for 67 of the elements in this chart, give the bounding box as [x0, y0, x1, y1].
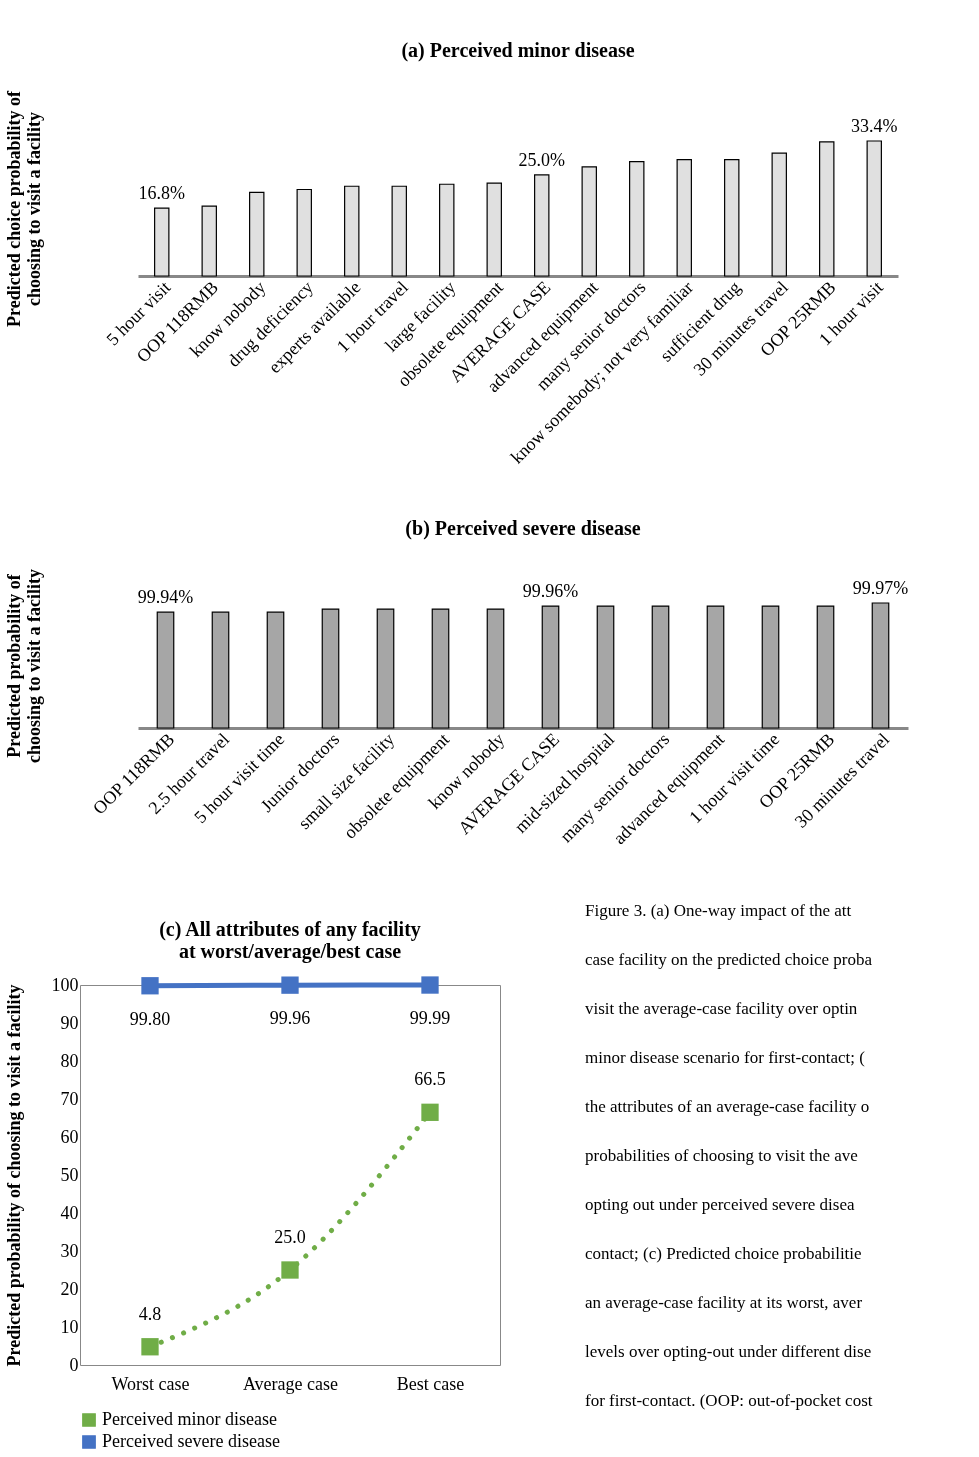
data-label: 99.96	[269, 1008, 311, 1029]
text: the attributes of an average-case facility o	[585, 1096, 871, 1118]
text: an average-case facility at its worst, aver	[585, 1292, 864, 1314]
data-label: 25.0%	[518, 149, 565, 170]
chart-title: (c) All attributes of any facility at worst/average/best case	[159, 918, 421, 963]
y-tick-label: 30	[60, 1240, 79, 1261]
data-label: 16.8%	[138, 183, 185, 204]
point	[421, 976, 439, 994]
y-tick-label: 10	[60, 1316, 79, 1337]
y-tick-label: 20	[60, 1278, 79, 1299]
text: opting out under perceived severe disea	[585, 1194, 856, 1216]
x-tick-label: Best case	[396, 1373, 465, 1394]
bar	[819, 141, 835, 277]
point	[281, 976, 299, 994]
bar	[724, 158, 740, 277]
legend-label: Perceived minor disease	[102, 1409, 277, 1429]
bar	[391, 185, 407, 277]
text: case facility on the predicted choice proba	[585, 949, 873, 971]
y-tick-label: 70	[60, 1088, 79, 1109]
y-tick-label: 0	[69, 1354, 79, 1375]
y-axis-title: Predicted choice probability of choosing to visit a facility	[3, 90, 44, 327]
data-label: 4.8	[138, 1303, 162, 1324]
data-label: 66.5	[414, 1069, 446, 1090]
point	[141, 1338, 159, 1356]
text: probabilities of choosing to visit the ave	[585, 1145, 859, 1167]
text: levels over opting-out under different dise	[585, 1341, 873, 1363]
y-axis-title: Predicted probability of choosing to visit a facility	[3, 984, 24, 1367]
chart-title: (a) Perceived minor disease	[401, 38, 635, 62]
data-label: 25.0	[274, 1227, 306, 1247]
caption: Figure 3. (a) One-way impact of the att	[585, 900, 853, 922]
y-axis-title: Predicted probability of choosing to visit a facility	[3, 569, 44, 763]
y-tick-label: 100	[51, 974, 79, 995]
point	[141, 977, 159, 995]
data-label: 99.94%	[137, 587, 194, 608]
bar	[154, 207, 170, 277]
bar	[629, 161, 645, 277]
point	[421, 1103, 439, 1121]
bar	[486, 182, 502, 277]
bar	[771, 152, 787, 277]
legend-label: Perceived severe disease	[102, 1431, 280, 1451]
y-tick-label: 40	[60, 1202, 79, 1223]
bar	[439, 183, 455, 277]
bar	[296, 188, 312, 277]
y-tick-label: 90	[60, 1012, 79, 1033]
text: for first-contact. (OOP: out-of-pocket cost	[585, 1390, 874, 1412]
text: contact; (c) Predicted choice probabilitie	[585, 1243, 863, 1265]
bar	[866, 140, 882, 277]
bar	[534, 174, 550, 277]
data-label: 99.80	[129, 1008, 171, 1029]
y-tick-label: 50	[60, 1164, 79, 1185]
x-tick-label: Average case	[242, 1373, 339, 1394]
y-tick-label: 80	[60, 1050, 79, 1071]
data-label: 99.97%	[852, 578, 909, 598]
bar	[344, 185, 360, 277]
chart-title: (b) Perceived severe disease	[405, 516, 641, 540]
bar	[201, 205, 217, 277]
x-tick-label: Worst case	[111, 1373, 190, 1394]
bar	[676, 158, 692, 277]
bar	[581, 166, 597, 277]
text: visit the average-case facility over optin	[585, 998, 859, 1020]
bar	[249, 191, 265, 277]
data-label: 33.4%	[851, 116, 898, 136]
text: minor disease scenario for first-contact; (	[585, 1047, 866, 1069]
y-tick-label: 60	[60, 1126, 79, 1147]
data-label: 99.96%	[522, 581, 579, 602]
point	[281, 1261, 299, 1279]
data-label: 99.99	[409, 1008, 451, 1029]
